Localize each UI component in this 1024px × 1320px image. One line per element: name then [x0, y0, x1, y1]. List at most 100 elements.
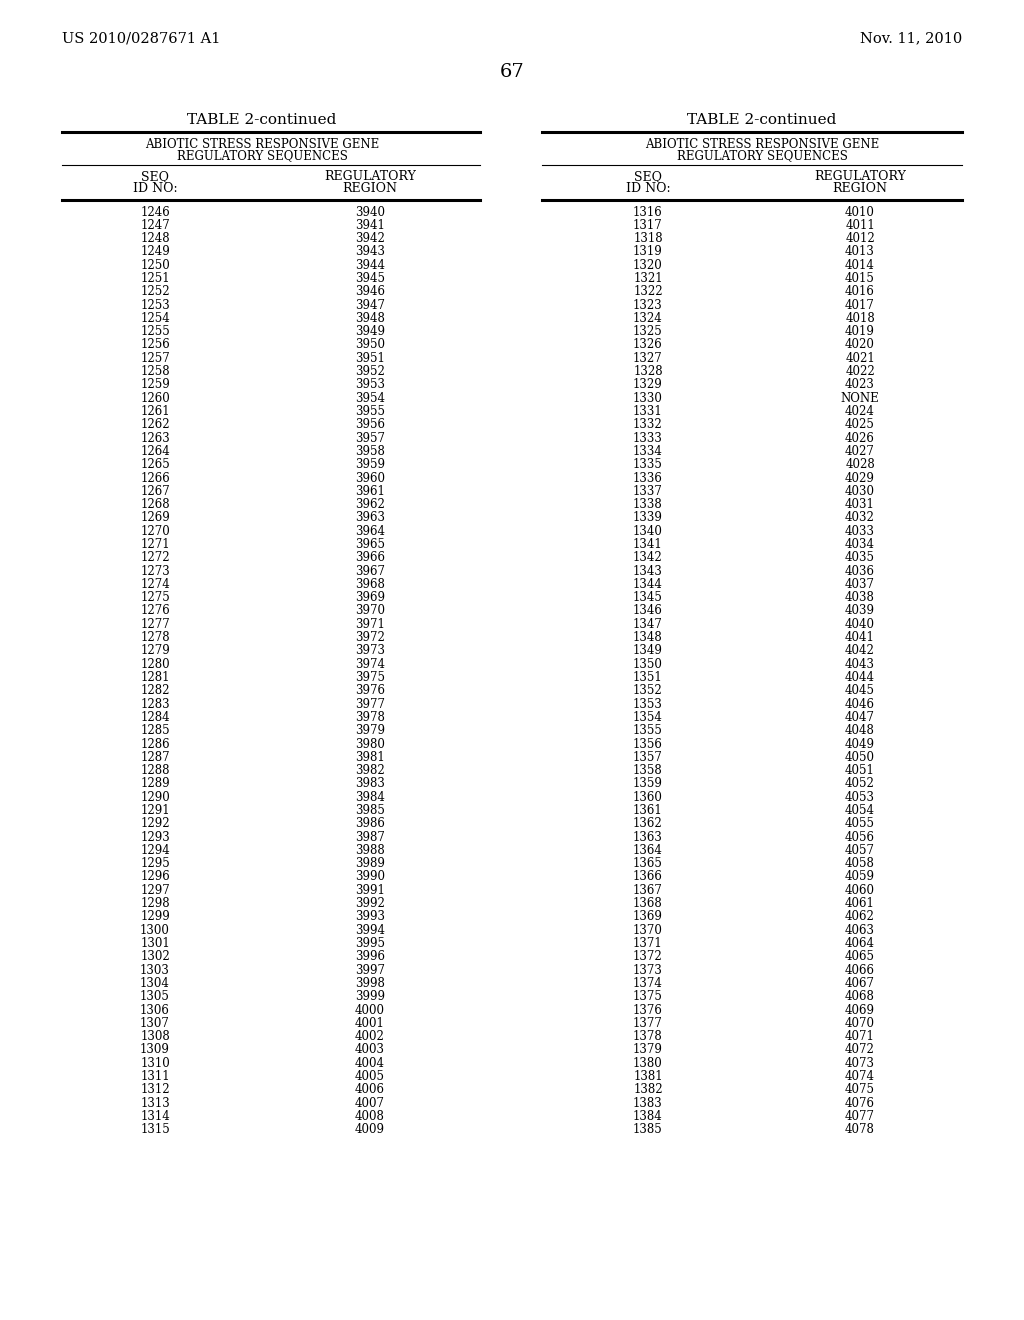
Text: 4061: 4061 [845, 898, 874, 909]
Text: 1301: 1301 [140, 937, 170, 950]
Text: 1331: 1331 [633, 405, 663, 418]
Text: 3954: 3954 [355, 392, 385, 405]
Text: 4044: 4044 [845, 671, 874, 684]
Text: 3955: 3955 [355, 405, 385, 418]
Text: 3994: 3994 [355, 924, 385, 937]
Text: 1284: 1284 [140, 711, 170, 723]
Text: 4072: 4072 [845, 1043, 874, 1056]
Text: 1367: 1367 [633, 884, 663, 896]
Text: 1349: 1349 [633, 644, 663, 657]
Text: 3990: 3990 [355, 870, 385, 883]
Text: 4060: 4060 [845, 884, 874, 896]
Text: 1377: 1377 [633, 1016, 663, 1030]
Text: 4017: 4017 [845, 298, 874, 312]
Text: 1254: 1254 [140, 312, 170, 325]
Text: 4069: 4069 [845, 1003, 874, 1016]
Text: 1280: 1280 [140, 657, 170, 671]
Text: 3964: 3964 [355, 525, 385, 537]
Text: 1350: 1350 [633, 657, 663, 671]
Text: 1307: 1307 [140, 1016, 170, 1030]
Text: 1261: 1261 [140, 405, 170, 418]
Text: ID NO:: ID NO: [626, 182, 671, 195]
Text: REGULATORY: REGULATORY [814, 170, 906, 183]
Text: 1344: 1344 [633, 578, 663, 591]
Text: 1345: 1345 [633, 591, 663, 605]
Text: 1313: 1313 [140, 1097, 170, 1110]
Text: 1319: 1319 [633, 246, 663, 259]
Text: 1336: 1336 [633, 471, 663, 484]
Text: 3941: 3941 [355, 219, 385, 232]
Text: 3970: 3970 [355, 605, 385, 618]
Text: 1340: 1340 [633, 525, 663, 537]
Text: 4016: 4016 [845, 285, 874, 298]
Text: 3952: 3952 [355, 366, 385, 378]
Text: 4056: 4056 [845, 830, 874, 843]
Text: 1297: 1297 [140, 884, 170, 896]
Text: 4037: 4037 [845, 578, 874, 591]
Text: 1300: 1300 [140, 924, 170, 937]
Text: 3988: 3988 [355, 843, 385, 857]
Text: 3977: 3977 [355, 697, 385, 710]
Text: 4033: 4033 [845, 525, 874, 537]
Text: 4052: 4052 [845, 777, 874, 791]
Text: 1275: 1275 [140, 591, 170, 605]
Text: 4036: 4036 [845, 565, 874, 578]
Text: 4009: 4009 [355, 1123, 385, 1137]
Text: 3942: 3942 [355, 232, 385, 246]
Text: 4058: 4058 [845, 857, 874, 870]
Text: 1306: 1306 [140, 1003, 170, 1016]
Text: 1381: 1381 [633, 1071, 663, 1082]
Text: 1299: 1299 [140, 911, 170, 924]
Text: 1368: 1368 [633, 898, 663, 909]
Text: 4070: 4070 [845, 1016, 874, 1030]
Text: 1372: 1372 [633, 950, 663, 964]
Text: 1253: 1253 [140, 298, 170, 312]
Text: 4041: 4041 [845, 631, 874, 644]
Text: 1267: 1267 [140, 484, 170, 498]
Text: 1277: 1277 [140, 618, 170, 631]
Text: 4032: 4032 [845, 511, 874, 524]
Text: 4042: 4042 [845, 644, 874, 657]
Text: 4030: 4030 [845, 484, 874, 498]
Text: 1294: 1294 [140, 843, 170, 857]
Text: 3958: 3958 [355, 445, 385, 458]
Text: 1337: 1337 [633, 484, 663, 498]
Text: 4066: 4066 [845, 964, 874, 977]
Text: 1318: 1318 [633, 232, 663, 246]
Text: 1309: 1309 [140, 1043, 170, 1056]
Text: 4059: 4059 [845, 870, 874, 883]
Text: 1282: 1282 [140, 684, 170, 697]
Text: 1366: 1366 [633, 870, 663, 883]
Text: 1286: 1286 [140, 738, 170, 751]
Text: 4046: 4046 [845, 697, 874, 710]
Text: 4026: 4026 [845, 432, 874, 445]
Text: 1279: 1279 [140, 644, 170, 657]
Text: 1283: 1283 [140, 697, 170, 710]
Text: 4015: 4015 [845, 272, 874, 285]
Text: 1333: 1333 [633, 432, 663, 445]
Text: 1373: 1373 [633, 964, 663, 977]
Text: 4004: 4004 [355, 1057, 385, 1069]
Text: 3991: 3991 [355, 884, 385, 896]
Text: TABLE 2-continued: TABLE 2-continued [687, 114, 837, 127]
Text: 4010: 4010 [845, 206, 874, 219]
Text: 4062: 4062 [845, 911, 874, 924]
Text: 3978: 3978 [355, 711, 385, 723]
Text: 3945: 3945 [355, 272, 385, 285]
Text: 4008: 4008 [355, 1110, 385, 1123]
Text: 1257: 1257 [140, 352, 170, 364]
Text: 4050: 4050 [845, 751, 874, 764]
Text: 1317: 1317 [633, 219, 663, 232]
Text: 4007: 4007 [355, 1097, 385, 1110]
Text: 3980: 3980 [355, 738, 385, 751]
Text: 4005: 4005 [355, 1071, 385, 1082]
Text: 3947: 3947 [355, 298, 385, 312]
Text: 1258: 1258 [140, 366, 170, 378]
Text: 4022: 4022 [845, 366, 874, 378]
Text: 1321: 1321 [633, 272, 663, 285]
Text: 1273: 1273 [140, 565, 170, 578]
Text: 4048: 4048 [845, 725, 874, 737]
Text: 1250: 1250 [140, 259, 170, 272]
Text: 1358: 1358 [633, 764, 663, 777]
Text: 1369: 1369 [633, 911, 663, 924]
